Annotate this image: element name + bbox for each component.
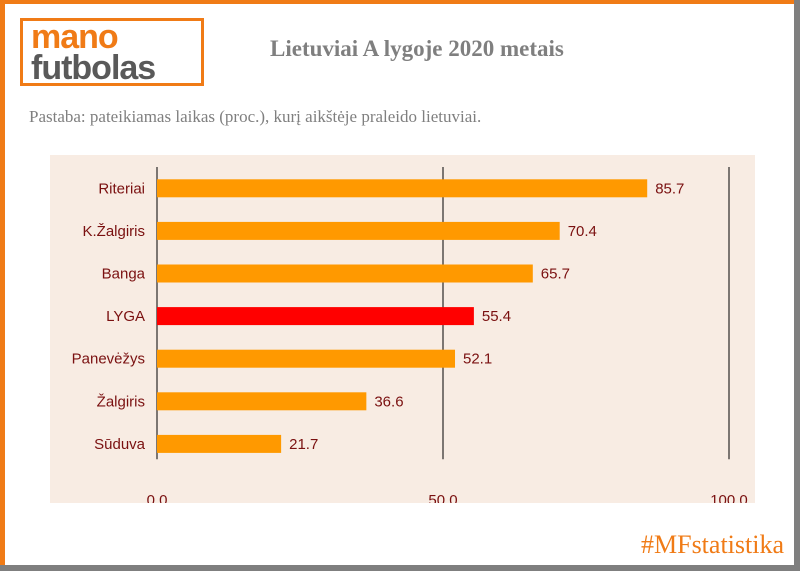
- category-label: K.Žalgiris: [82, 223, 145, 240]
- plot-background: [50, 155, 755, 503]
- category-label: LYGA: [106, 308, 145, 325]
- frame-left-border: [0, 0, 5, 571]
- x-tick-label: 100.0: [710, 492, 748, 503]
- frame-bottom-border: [0, 565, 800, 571]
- data-label: 65.7: [541, 266, 570, 283]
- bar: [157, 349, 456, 368]
- category-label: Sūduva: [94, 436, 146, 453]
- data-label: 52.1: [463, 351, 492, 368]
- hashtag: #MFstatistika: [640, 530, 784, 559]
- logo-text-top: mano: [31, 18, 119, 56]
- x-tick-label: 50.0: [428, 492, 457, 503]
- bar-chart: Riteriai K.Žalgiris Banga LYGA Panevėžys Žalg…: [50, 155, 755, 503]
- bar: [157, 392, 367, 411]
- category-label: Riteriai: [98, 180, 145, 197]
- category-label: Banga: [102, 266, 146, 283]
- bar: [157, 434, 282, 453]
- bar: [157, 307, 474, 326]
- data-label: 36.6: [374, 393, 403, 410]
- frame-top-border: [0, 0, 800, 4]
- chart-note: Pastaba: pateikiamas laikas (proc.), kur…: [29, 107, 482, 126]
- category-label: Panevėžys: [72, 351, 145, 368]
- frame-right-border: [794, 0, 800, 571]
- data-label: 21.7: [289, 436, 318, 453]
- data-label: 70.4: [568, 223, 597, 240]
- x-tick-label: 0.0: [147, 492, 168, 503]
- data-label: 85.7: [655, 180, 684, 197]
- bar: [157, 179, 648, 198]
- logo-text-bottom: futbolas: [31, 49, 156, 87]
- category-label: Žalgiris: [97, 393, 145, 410]
- data-label: 55.4: [482, 308, 511, 325]
- bar: [157, 221, 560, 240]
- chart-title: Lietuviai A lygoje 2020 metais: [270, 36, 564, 61]
- bar: [157, 264, 533, 283]
- logo: mano futbolas: [20, 18, 204, 86]
